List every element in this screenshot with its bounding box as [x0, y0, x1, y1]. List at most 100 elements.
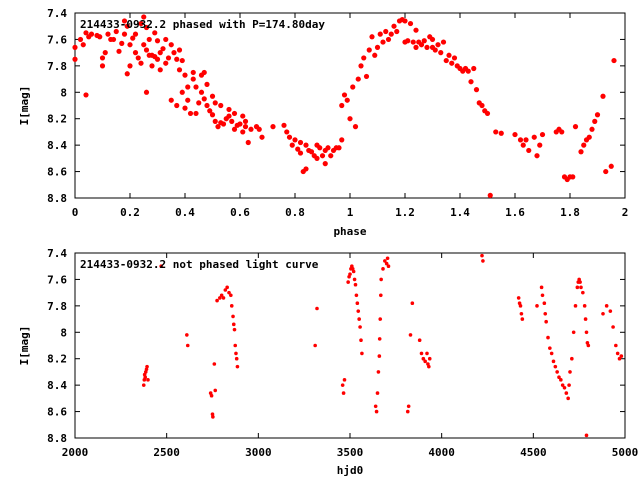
data-point — [363, 73, 370, 80]
data-point — [342, 378, 347, 382]
data-point — [284, 129, 290, 135]
data-point — [229, 118, 235, 124]
data-point — [407, 20, 414, 27]
data-point — [355, 301, 360, 306]
data-point — [383, 28, 389, 35]
data-point — [234, 356, 239, 361]
data-point — [232, 327, 237, 332]
y-tick-label: 8 — [60, 86, 67, 99]
data-point — [138, 20, 144, 27]
data-point — [77, 36, 84, 43]
data-point — [209, 393, 214, 398]
data-point — [435, 42, 441, 48]
data-point — [578, 280, 582, 284]
data-point — [240, 113, 246, 119]
data-point — [406, 404, 411, 409]
data-point — [575, 285, 580, 290]
data-point — [559, 129, 565, 135]
data-point — [256, 126, 262, 132]
data-point — [579, 285, 583, 290]
data-point — [386, 264, 391, 269]
data-point — [209, 112, 216, 118]
y-tick-label: 8.4 — [47, 379, 67, 392]
data-point — [138, 60, 144, 66]
data-point — [449, 60, 455, 66]
x-axis-label: phase — [333, 225, 366, 238]
data-point — [619, 354, 624, 358]
x-axis-label: hjd0 — [337, 464, 364, 477]
data-point — [603, 168, 609, 175]
data-point — [465, 68, 471, 74]
data-point — [286, 134, 293, 140]
y-tick-label: 7.8 — [47, 300, 67, 313]
data-point — [185, 333, 189, 337]
data-point — [562, 385, 567, 390]
chart-title: 214433-0932.2 phased with P=174.80day — [80, 18, 325, 31]
data-point — [372, 52, 378, 58]
data-point — [487, 192, 493, 198]
data-point — [568, 370, 572, 374]
data-point — [124, 23, 130, 29]
data-point — [388, 31, 394, 37]
data-point — [377, 337, 382, 341]
data-point — [127, 63, 133, 69]
data-point — [168, 42, 174, 48]
data-point — [559, 378, 563, 382]
data-point — [143, 24, 150, 31]
data-point — [381, 267, 385, 271]
data-point — [229, 293, 233, 298]
data-point — [378, 317, 383, 321]
plot-frame — [74, 252, 626, 439]
data-point — [179, 89, 185, 95]
data-point — [231, 314, 235, 319]
data-point — [421, 38, 427, 44]
data-point — [584, 433, 589, 438]
data-point — [341, 391, 346, 395]
data-point — [182, 72, 188, 78]
data-point — [356, 309, 361, 313]
data-point — [573, 304, 578, 308]
data-point — [417, 338, 422, 343]
data-point — [531, 134, 537, 140]
data-point — [297, 139, 304, 146]
data-point — [141, 383, 146, 387]
y-tick-label: 8.4 — [47, 139, 67, 152]
data-point — [555, 370, 559, 374]
data-point — [146, 36, 152, 43]
data-point — [308, 149, 315, 155]
data-point — [121, 18, 128, 24]
data-point — [218, 296, 222, 300]
data-point — [182, 105, 188, 111]
x-tick-label: 2 — [622, 206, 629, 219]
data-point — [270, 124, 276, 130]
data-point — [146, 378, 150, 382]
data-point — [594, 112, 601, 118]
data-point — [544, 319, 548, 324]
data-point — [560, 383, 565, 387]
data-point — [237, 121, 243, 127]
data-point — [518, 304, 523, 308]
x-tick-label: 3500 — [337, 446, 364, 459]
data-point — [413, 44, 419, 50]
data-point — [234, 351, 238, 356]
data-point — [526, 147, 532, 154]
data-point — [410, 39, 416, 45]
data-point — [201, 69, 207, 76]
data-point — [601, 311, 605, 316]
data-point — [572, 124, 579, 130]
data-point — [373, 404, 378, 409]
data-point — [102, 50, 108, 56]
data-point — [143, 89, 150, 95]
data-point — [242, 118, 249, 124]
data-point — [535, 304, 539, 308]
data-point — [615, 351, 620, 356]
x-tick-label: 1.2 — [395, 206, 415, 219]
y-axis-label: I[mag] — [18, 326, 31, 366]
data-point — [204, 81, 210, 87]
data-point — [160, 46, 166, 52]
data-point — [592, 118, 598, 124]
data-point — [548, 346, 552, 350]
x-tick-label: 0.6 — [230, 206, 250, 219]
data-point — [231, 110, 238, 117]
